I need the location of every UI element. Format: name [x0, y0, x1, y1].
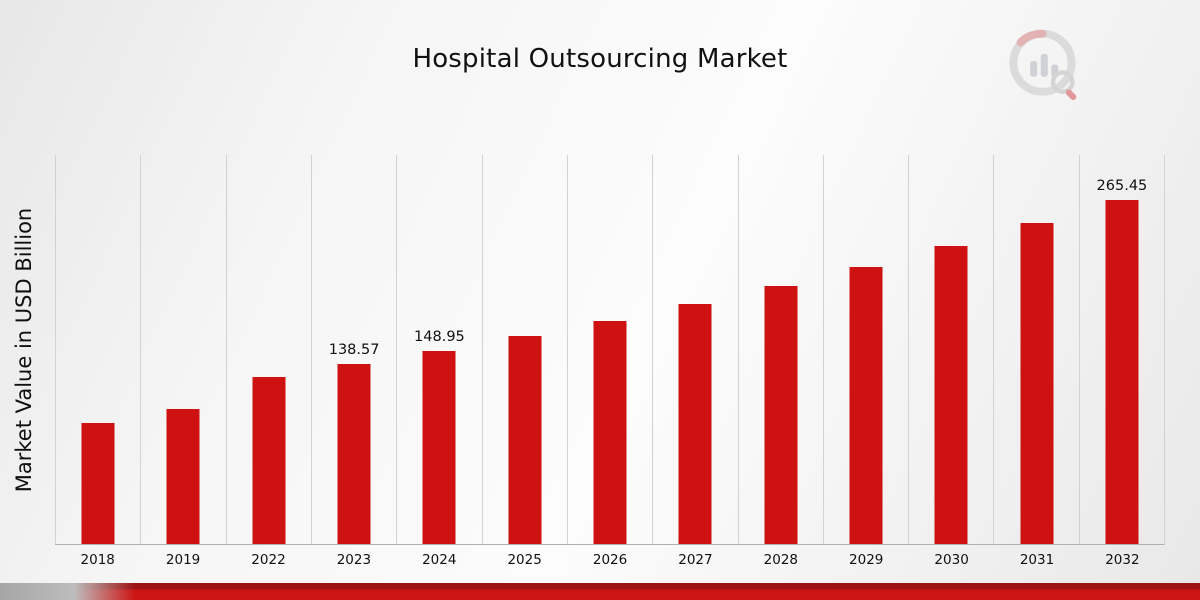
x-tick-label: 2029 — [849, 552, 884, 568]
brand-logo — [1002, 24, 1090, 112]
x-tick-label: 2030 — [934, 552, 969, 568]
bar-value-label: 265.45 — [1096, 177, 1148, 194]
bar-column — [652, 155, 737, 544]
bar-column — [908, 155, 993, 544]
x-tick-label: 2032 — [1105, 552, 1140, 568]
bar-2023 — [337, 364, 371, 544]
bar-column — [993, 155, 1078, 544]
bar-column — [225, 155, 311, 544]
bar-2030 — [934, 245, 968, 544]
x-tick-label: 2018 — [80, 552, 115, 568]
bar-2025 — [508, 336, 542, 544]
x-tick-label: 2025 — [507, 552, 542, 568]
bar-chart-magnifier-icon — [1009, 29, 1077, 101]
x-tick-label: 2024 — [422, 552, 457, 568]
bar-column — [566, 155, 652, 544]
bar-value-label: 138.57 — [328, 342, 380, 359]
bar-value-label: 148.95 — [414, 328, 465, 345]
bar-column: 265.45 — [1078, 155, 1164, 544]
bar-2022 — [252, 376, 286, 544]
bar-column: 138.57 — [310, 155, 396, 544]
bar-column — [737, 155, 823, 544]
bar-column: 148.95 — [396, 155, 481, 544]
bar-column — [481, 155, 567, 544]
bar-2024 — [422, 350, 456, 544]
bar-2029 — [849, 266, 883, 544]
x-tick-label: 2028 — [763, 552, 798, 568]
footer-accent-bar — [0, 583, 1200, 600]
bar-2027 — [678, 304, 712, 544]
bar-column — [822, 155, 908, 544]
x-tick-label: 2026 — [592, 552, 628, 568]
plot-area: 138.57 148.95 265.45 — [55, 155, 1165, 545]
x-tick-label: 2022 — [251, 552, 286, 568]
bar-2026 — [593, 320, 627, 544]
bar-column — [140, 155, 225, 544]
bar-2028 — [764, 285, 798, 544]
x-tick-label: 2019 — [165, 552, 201, 568]
x-axis-tick-row: 2018 2019 2022 2023 2024 2025 2026 2027 2028 2029… — [55, 552, 1165, 568]
x-tick-label: 2023 — [336, 552, 372, 568]
bar-2031 — [1020, 223, 1054, 544]
x-tick-label: 2027 — [678, 552, 713, 568]
y-axis-label: Market Value in USD Billion — [12, 207, 36, 493]
bar-2032 — [1105, 199, 1139, 544]
bar-2018 — [81, 423, 115, 544]
bar-2019 — [166, 408, 200, 544]
chart-title: Hospital Outsourcing Market — [412, 44, 788, 74]
x-tick-label: 2031 — [1019, 552, 1055, 568]
bar-column — [55, 155, 140, 544]
